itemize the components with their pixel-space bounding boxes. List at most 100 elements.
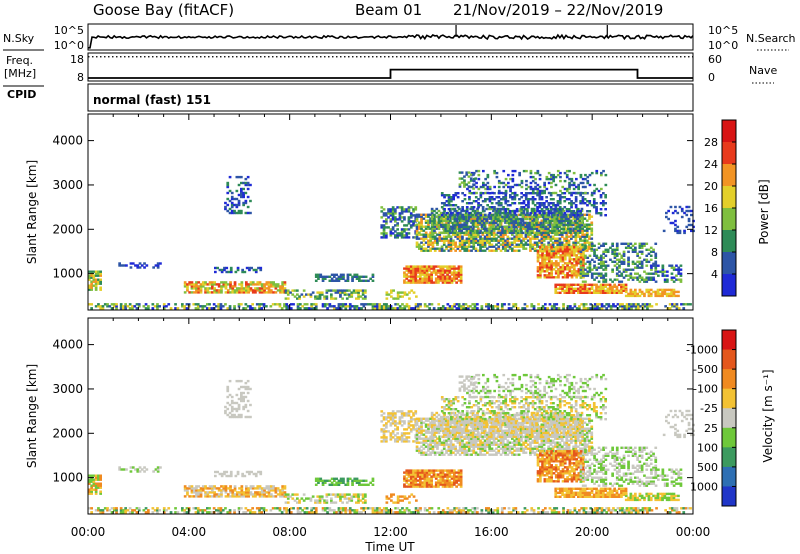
power-cell: [529, 241, 532, 244]
colorbar-tick-label: 4: [711, 268, 718, 281]
power-cell: [665, 294, 669, 298]
power-cell: [455, 307, 459, 310]
power-cell: [595, 206, 598, 209]
velocity-cell: [228, 509, 232, 512]
power-cell: [419, 273, 422, 276]
power-cell: [226, 203, 230, 207]
power-cell: [245, 266, 249, 270]
power-cell: [604, 278, 608, 281]
velocity-cell: [514, 507, 518, 510]
power-cell: [421, 279, 424, 282]
power-cell: [588, 217, 591, 220]
power-cell: [499, 239, 503, 242]
power-cell: [391, 232, 395, 235]
power-cell: [459, 279, 463, 282]
power-cell: [568, 181, 571, 185]
power-cell: [565, 237, 569, 240]
power-cell: [420, 249, 423, 252]
power-cell: [665, 292, 669, 296]
power-cell: [645, 248, 649, 251]
power-cell: [542, 237, 546, 240]
power-cell: [539, 272, 542, 275]
power-cell: [604, 280, 608, 283]
power-cell: [569, 221, 572, 225]
power-cell: [557, 268, 560, 271]
power-cell: [501, 239, 505, 242]
power-cell: [364, 303, 368, 306]
power-cell: [225, 270, 229, 274]
power-cell: [432, 267, 436, 270]
power-cell: [504, 249, 507, 252]
power-cell: [407, 208, 411, 211]
power-cell: [467, 213, 471, 216]
power-cell: [520, 219, 523, 222]
velocity-cell: [197, 495, 201, 498]
velocity-cell: [213, 491, 216, 494]
power-cell: [323, 277, 327, 280]
power-cell: [540, 229, 544, 232]
power-cell: [465, 229, 469, 232]
power-cell: [427, 225, 430, 228]
power-cell: [634, 266, 637, 269]
power-cell: [600, 187, 603, 191]
velocity-cell: [204, 495, 207, 498]
velocity-cell: [562, 511, 565, 514]
power-cell: [579, 260, 583, 263]
power-cell: [573, 270, 576, 273]
power-cell: [380, 236, 384, 239]
power-cell: [486, 175, 490, 179]
power-cell: [613, 250, 617, 253]
power-cell: [553, 221, 556, 225]
power-cell: [346, 279, 350, 282]
power-cell: [577, 210, 580, 213]
power-cell: [570, 183, 574, 187]
power-cell: [416, 281, 420, 284]
power-cell: [613, 264, 617, 267]
velocity-cell: [548, 507, 552, 510]
power-cell: [101, 307, 105, 310]
colorbar-swatch: [722, 164, 736, 187]
power-cell: [206, 289, 210, 292]
power-cell: [573, 246, 576, 249]
power-cell: [615, 278, 619, 281]
velocity-cell: [457, 507, 461, 510]
velocity-cell: [593, 507, 597, 510]
power-cell: [99, 307, 102, 310]
power-cell: [439, 267, 443, 270]
power-cell: [224, 281, 228, 284]
power-cell: [551, 219, 554, 223]
power-cell: [486, 233, 489, 236]
velocity-cell: [217, 509, 220, 512]
power-cell: [468, 212, 471, 215]
power-cell: [560, 223, 563, 227]
power-cell: [332, 289, 335, 292]
power-cell: [400, 230, 404, 233]
power-cell: [192, 303, 196, 306]
power-cell: [588, 183, 592, 187]
power-cell: [680, 207, 684, 211]
power-cell: [536, 225, 539, 228]
power-cell: [549, 198, 553, 201]
power-cell: [526, 213, 529, 217]
power-cell: [536, 256, 540, 259]
power-cell: [459, 269, 463, 272]
power-cell: [531, 175, 535, 179]
power-cell: [672, 294, 676, 298]
power-cell: [458, 249, 462, 252]
velocity-cell: [396, 511, 400, 514]
power-cell: [467, 231, 471, 234]
power-cell: [687, 219, 691, 223]
power-cell: [228, 307, 232, 310]
velocity-cell: [176, 511, 180, 514]
power-cell: [120, 264, 124, 267]
power-cell: [674, 294, 678, 298]
power-cell: [419, 305, 422, 308]
power-cell: [597, 262, 601, 265]
power-cell: [339, 303, 343, 306]
power-cell: [543, 274, 547, 277]
power-cell: [665, 211, 668, 215]
power-cell: [479, 204, 483, 207]
velocity-cell: [553, 511, 556, 514]
power-cell: [604, 289, 607, 292]
velocity-cell: [417, 511, 420, 514]
